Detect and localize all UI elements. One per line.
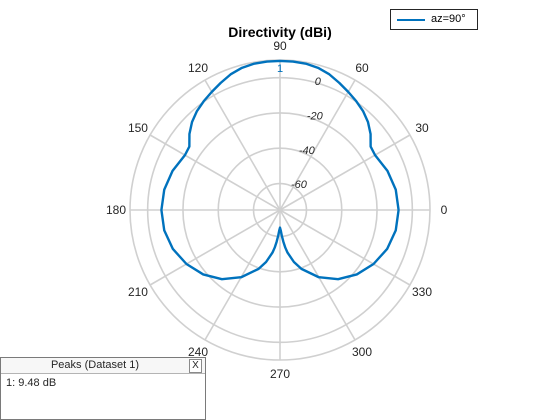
angle-tick-label: 90 <box>273 39 287 53</box>
peaks-panel-title: Peaks (Dataset 1) <box>50 359 140 371</box>
peaks-panel-header: Peaks (Dataset 1) X <box>1 358 205 374</box>
radial-tick-label: -40 <box>299 145 316 157</box>
chart-title: Directivity (dBi) <box>228 24 331 40</box>
angle-tick-label: 210 <box>128 285 148 299</box>
grid-spoke <box>279 79 356 211</box>
grid-spoke <box>279 209 411 286</box>
peak-row: 1: 9.48 dB <box>6 377 57 389</box>
angle-tick-label: 270 <box>270 367 290 381</box>
series-line <box>160 59 400 281</box>
tick-labels: 0 30 60 90 120 150 180 210 240 270 300 330 1 0 -20 -40 -… <box>106 39 448 381</box>
grid-spoke <box>149 209 281 286</box>
angle-tick-label: 120 <box>188 61 208 75</box>
polar-grid <box>129 59 431 361</box>
angle-tick-label: 330 <box>412 285 432 299</box>
peaks-panel[interactable]: Peaks (Dataset 1) X 1: 9.48 dB <box>0 357 206 420</box>
grid-spoke <box>279 209 356 341</box>
radial-tick-label: 1 <box>277 63 283 75</box>
legend-swatch <box>397 19 425 21</box>
angle-tick-label: 180 <box>106 203 126 217</box>
radial-tick-label: -20 <box>307 110 324 122</box>
close-icon[interactable]: X <box>189 359 202 373</box>
legend-label: az=90° <box>431 13 466 25</box>
radial-tick-label: 0 <box>315 76 322 88</box>
grid-spoke <box>149 134 281 211</box>
angle-tick-label: 240 <box>188 345 208 359</box>
angle-tick-label: 300 <box>352 345 372 359</box>
grid-spoke <box>204 79 281 211</box>
angle-tick-label: 30 <box>415 121 429 135</box>
radial-tick-label: -60 <box>291 179 308 191</box>
grid-spoke <box>204 209 281 341</box>
legend[interactable]: az=90° <box>390 9 478 30</box>
series-layer <box>160 59 400 281</box>
angle-tick-label: 150 <box>128 121 148 135</box>
angle-tick-label: 0 <box>441 203 448 217</box>
grid-spoke <box>279 134 411 211</box>
angle-tick-label: 60 <box>355 61 369 75</box>
